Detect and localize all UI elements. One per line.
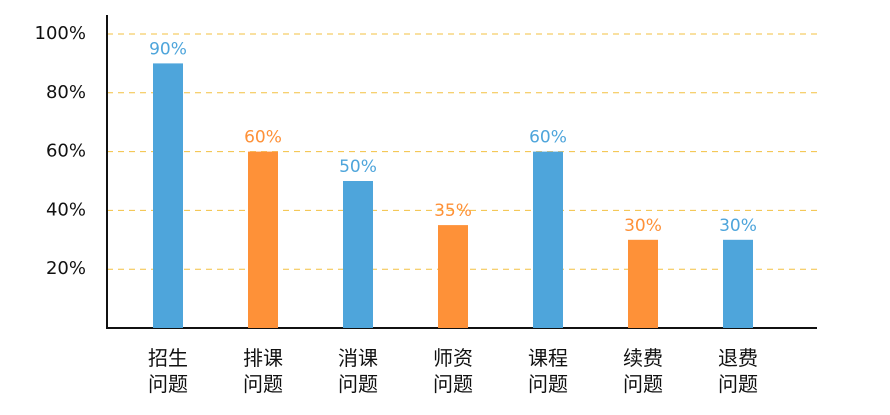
value-label: 60% [244, 128, 282, 148]
y-tick-label: 60% [46, 141, 86, 162]
y-tick-label: 20% [46, 258, 86, 279]
x-tick-label: 课程 问题 [528, 346, 568, 396]
value-label: 30% [624, 216, 662, 236]
y-tick-label: 100% [35, 23, 86, 44]
value-label: 50% [339, 157, 377, 177]
x-tick-label: 招生 问题 [148, 346, 188, 396]
value-label: 30% [719, 216, 757, 236]
y-tick-label: 40% [46, 199, 86, 220]
value-label: 60% [529, 128, 567, 148]
value-label: 35% [434, 201, 472, 221]
value-label: 90% [149, 39, 187, 59]
bar [248, 151, 278, 328]
x-tick-label: 消课 问题 [338, 346, 378, 396]
x-tick-label: 排课 问题 [243, 346, 283, 396]
y-tick-label: 80% [46, 82, 86, 103]
bar [533, 151, 563, 328]
x-tick-label: 续费 问题 [623, 346, 663, 396]
x-tick-label: 师资 问题 [433, 346, 473, 396]
bar [153, 63, 183, 329]
bar [438, 225, 468, 328]
bar [628, 239, 658, 328]
bar [343, 181, 373, 328]
x-tick-label: 退费 问题 [718, 346, 758, 396]
bar [723, 239, 753, 328]
